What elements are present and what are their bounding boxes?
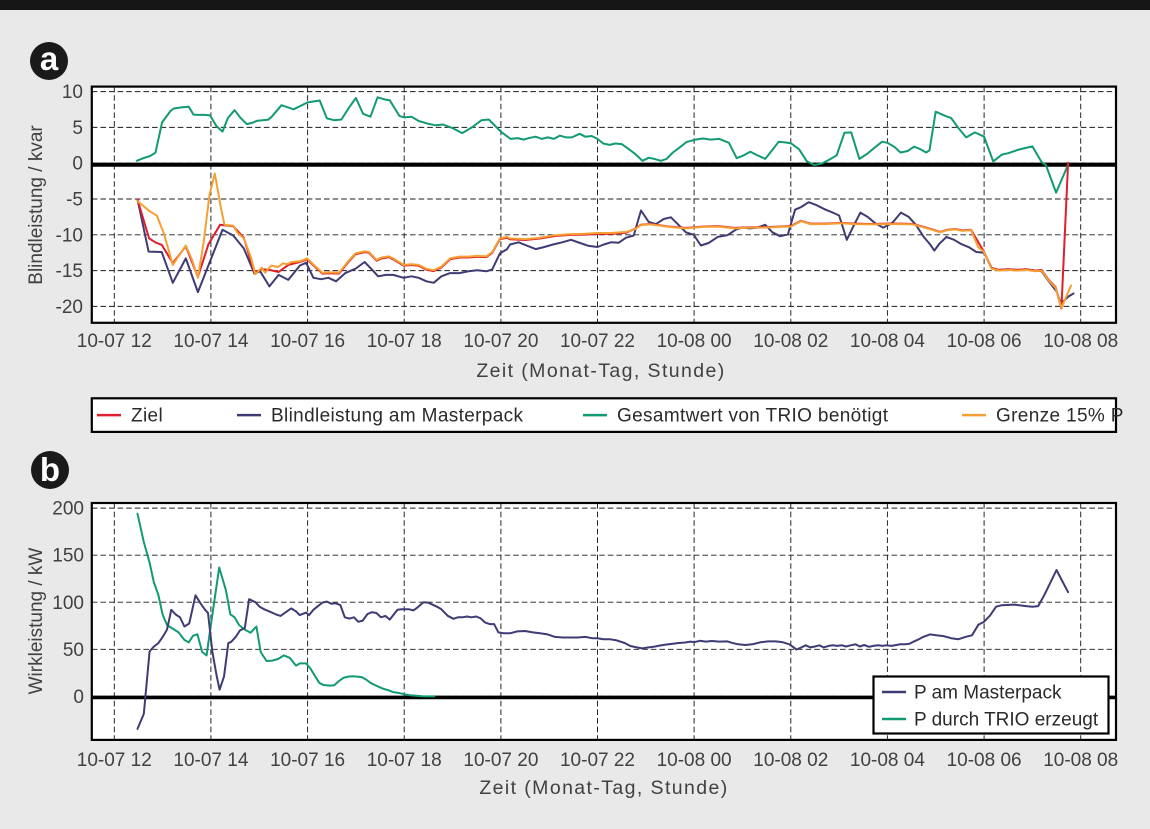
svg-text:5: 5: [72, 118, 83, 139]
svg-text:Blindleistung / kvar: Blindleistung / kvar: [26, 125, 47, 285]
svg-text:10-08 06: 10-08 06: [947, 331, 1022, 352]
svg-text:10-08 08: 10-08 08: [1043, 331, 1118, 352]
svg-text:10-07 20: 10-07 20: [463, 331, 538, 352]
svg-text:10-08 06: 10-08 06: [947, 750, 1022, 771]
svg-text:10-07 12: 10-07 12: [77, 331, 152, 352]
svg-text:-15: -15: [56, 261, 83, 282]
svg-text:Zeit (Monat-Tag, Stunde): Zeit (Monat-Tag, Stunde): [479, 777, 728, 799]
svg-text:Grenze 15% P: Grenze 15% P: [996, 406, 1124, 427]
svg-text:a: a: [40, 40, 59, 77]
svg-text:10-07 18: 10-07 18: [367, 331, 442, 352]
svg-text:10-07 14: 10-07 14: [173, 331, 248, 352]
svg-text:10-08 04: 10-08 04: [850, 331, 925, 352]
svg-text:P am Masterpack: P am Masterpack: [914, 683, 1062, 704]
svg-text:10: 10: [62, 82, 83, 103]
svg-text:100: 100: [52, 593, 84, 614]
svg-text:10-07 18: 10-07 18: [367, 750, 442, 771]
svg-text:Wirkleistung / kW: Wirkleistung / kW: [26, 548, 47, 695]
svg-text:50: 50: [63, 640, 84, 661]
svg-text:10-07 16: 10-07 16: [270, 331, 345, 352]
svg-text:0: 0: [72, 154, 83, 175]
svg-text:0: 0: [73, 687, 84, 708]
svg-text:10-08 00: 10-08 00: [657, 750, 732, 771]
svg-text:Ziel: Ziel: [131, 406, 163, 427]
svg-text:10-07 12: 10-07 12: [77, 750, 152, 771]
svg-text:10-07 22: 10-07 22: [560, 750, 635, 771]
svg-text:150: 150: [52, 546, 84, 567]
svg-text:10-08 02: 10-08 02: [753, 331, 828, 352]
svg-text:10-08 02: 10-08 02: [753, 750, 828, 771]
svg-text:Gesamtwert von TRIO benötigt: Gesamtwert von TRIO benötigt: [617, 406, 889, 427]
svg-text:10-07 14: 10-07 14: [173, 750, 248, 771]
svg-text:b: b: [40, 451, 60, 488]
svg-text:-20: -20: [56, 297, 83, 318]
svg-text:-5: -5: [66, 190, 83, 211]
svg-text:10-07 16: 10-07 16: [270, 750, 345, 771]
svg-text:10-08 00: 10-08 00: [657, 331, 732, 352]
svg-text:P durch TRIO erzeugt: P durch TRIO erzeugt: [914, 710, 1099, 731]
svg-text:-10: -10: [56, 225, 83, 246]
svg-text:Zeit (Monat-Tag, Stunde): Zeit (Monat-Tag, Stunde): [476, 360, 725, 382]
svg-text:200: 200: [52, 499, 84, 520]
svg-text:Blindleistung am Masterpack: Blindleistung am Masterpack: [271, 406, 523, 427]
svg-text:10-07 22: 10-07 22: [560, 331, 635, 352]
svg-text:10-08 04: 10-08 04: [850, 750, 925, 771]
svg-text:10-08 08: 10-08 08: [1043, 750, 1118, 771]
svg-text:10-07 20: 10-07 20: [463, 750, 538, 771]
